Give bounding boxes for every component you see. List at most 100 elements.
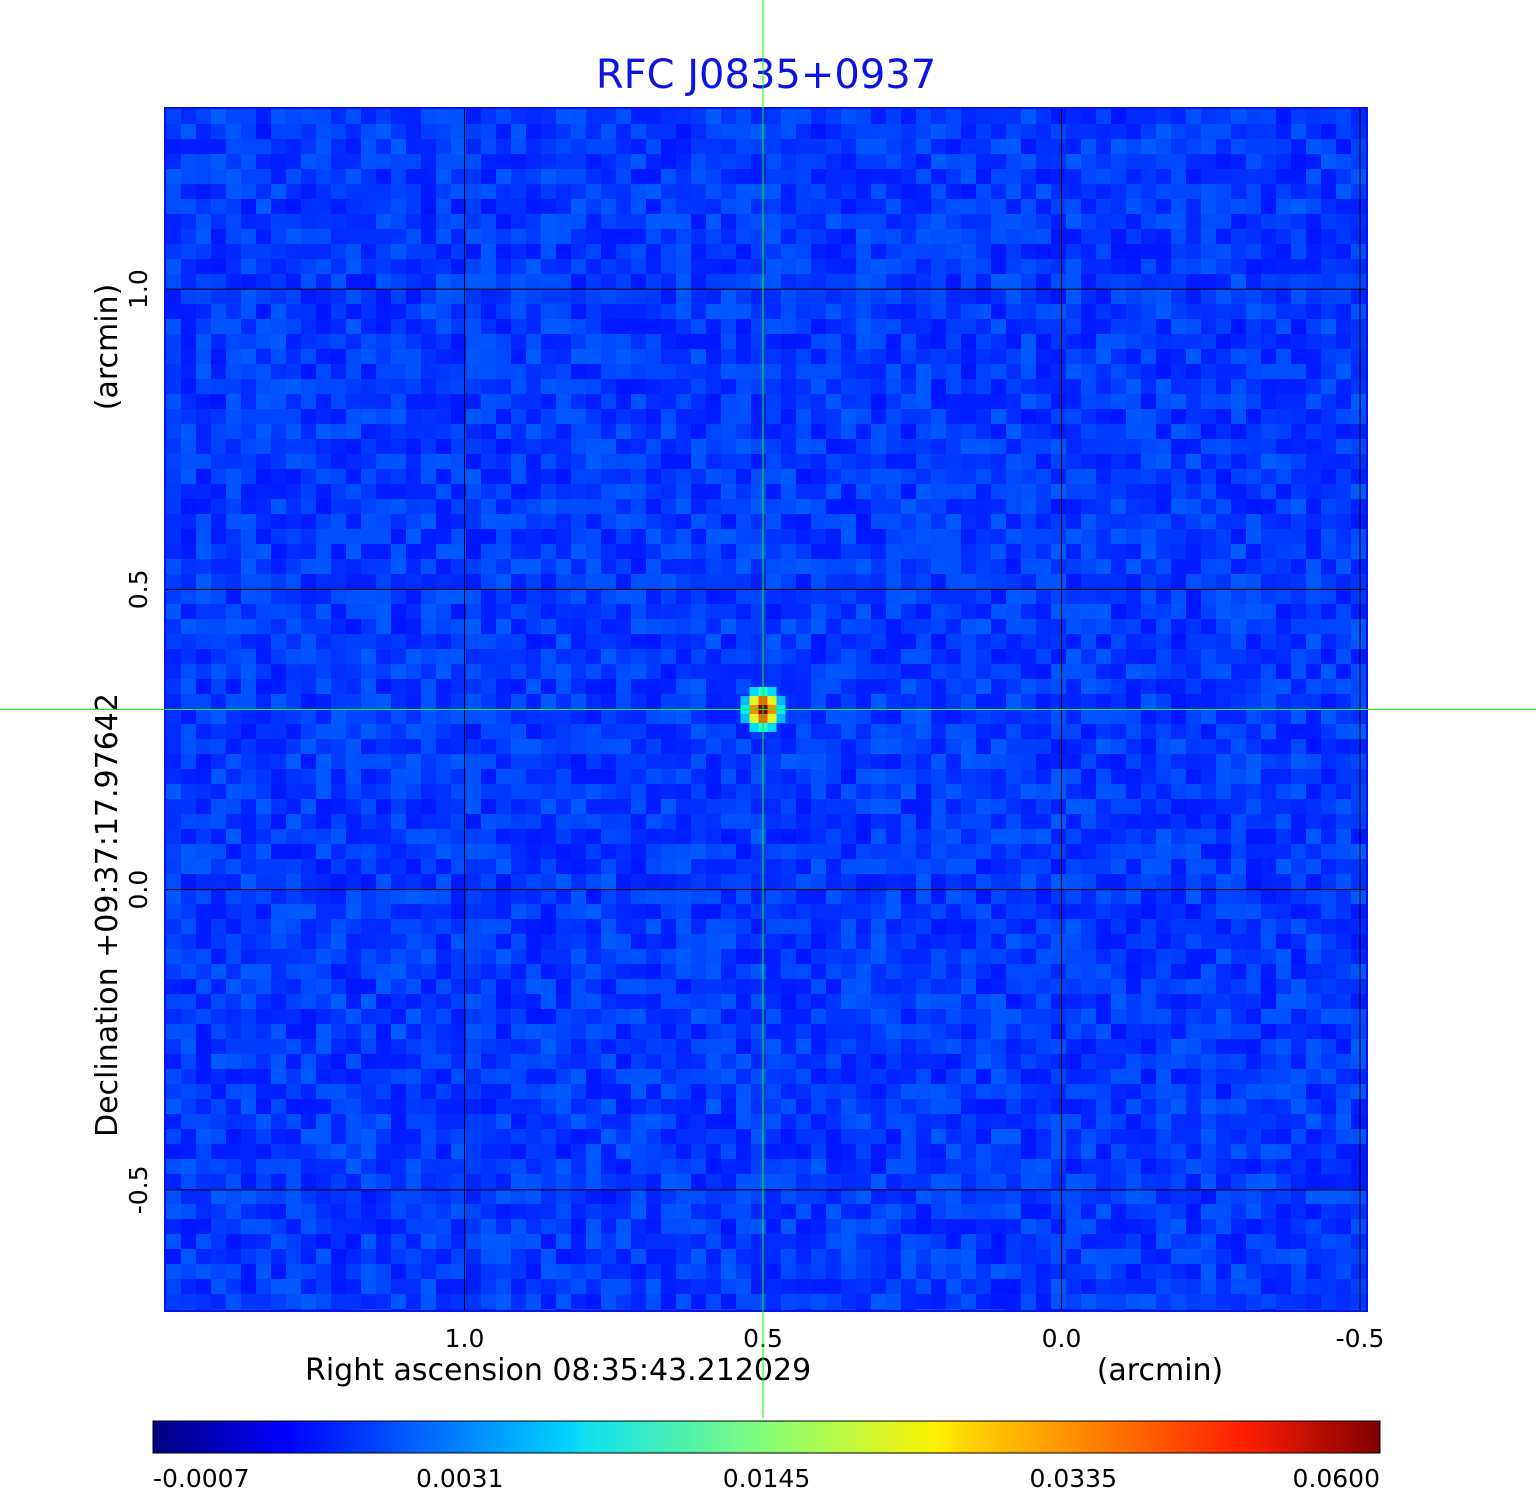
- heatmap-cell: [571, 694, 586, 709]
- heatmap-cell: [541, 244, 556, 259]
- heatmap-cell: [436, 784, 451, 799]
- heatmap-cell: [751, 634, 766, 649]
- heatmap-cell: [691, 259, 706, 274]
- heatmap-cell: [541, 529, 556, 544]
- heatmap-cell: [1216, 1009, 1231, 1024]
- heatmap-cell: [196, 874, 211, 889]
- heatmap-cell: [676, 1024, 691, 1039]
- heatmap-cell: [961, 964, 976, 979]
- heatmap-cell: [226, 889, 241, 904]
- heatmap-cell: [421, 214, 436, 229]
- heatmap-cell: [1246, 484, 1261, 499]
- heatmap-cell: [1351, 124, 1366, 139]
- heatmap-cell: [331, 844, 346, 859]
- heatmap-cell: [1306, 349, 1321, 364]
- heatmap-cell: [1231, 604, 1246, 619]
- heatmap-cell: [856, 304, 871, 319]
- heatmap-cell: [256, 259, 271, 274]
- heatmap-cell: [331, 934, 346, 949]
- heatmap-cell: [211, 184, 226, 199]
- heatmap-cell: [901, 649, 916, 664]
- heatmap-cell: [916, 214, 931, 229]
- heatmap-cell: [1261, 139, 1276, 154]
- heatmap-cell: [721, 349, 736, 364]
- heatmap-cell: [586, 619, 601, 634]
- heatmap-cell: [436, 979, 451, 994]
- heatmap-cell: [241, 544, 256, 559]
- heatmap-cell: [1276, 349, 1291, 364]
- heatmap-cell: [1216, 649, 1231, 664]
- heatmap-cell: [226, 739, 241, 754]
- heatmap-cell: [766, 244, 781, 259]
- heatmap-cell: [196, 334, 211, 349]
- heatmap-cell: [166, 349, 181, 364]
- heatmap-cell: [421, 1009, 436, 1024]
- heatmap-cell: [1306, 319, 1321, 334]
- heatmap-cell: [466, 394, 481, 409]
- heatmap-cell: [286, 424, 301, 439]
- heatmap-cell: [901, 829, 916, 844]
- heatmap-cell: [691, 544, 706, 559]
- heatmap-cell: [286, 169, 301, 184]
- heatmap-cell: [436, 694, 451, 709]
- heatmap-cell: [1036, 274, 1051, 289]
- heatmap-cell: [1351, 799, 1366, 814]
- heatmap-cell: [226, 274, 241, 289]
- heatmap-cell: [661, 409, 676, 424]
- heatmap-cell: [1216, 679, 1231, 694]
- heatmap-cell: [1156, 604, 1171, 619]
- heatmap-cell: [841, 199, 856, 214]
- heatmap-cell: [166, 739, 181, 754]
- heatmap-cell: [1261, 454, 1276, 469]
- heatmap-cell: [556, 904, 571, 919]
- heatmap-cell: [586, 199, 601, 214]
- heatmap-cell: [1096, 364, 1111, 379]
- heatmap-cell: [1171, 994, 1186, 1009]
- heatmap-cell: [736, 319, 751, 334]
- heatmap-cell: [1231, 409, 1246, 424]
- heatmap-cell: [766, 604, 781, 619]
- heatmap-cell: [481, 229, 496, 244]
- heatmap-cell: [1081, 244, 1096, 259]
- heatmap-cell: [1081, 664, 1096, 679]
- heatmap-cell: [931, 634, 946, 649]
- heatmap-cell: [451, 364, 466, 379]
- heatmap-cell: [166, 229, 181, 244]
- heatmap-cell: [301, 904, 316, 919]
- heatmap-cell: [1096, 814, 1111, 829]
- heatmap-cell: [346, 829, 361, 844]
- heatmap-cell: [571, 769, 586, 784]
- heatmap-cell: [391, 334, 406, 349]
- heatmap-cell: [601, 109, 616, 124]
- heatmap-cell: [391, 289, 406, 304]
- heatmap-cell: [796, 514, 811, 529]
- heatmap-cell: [781, 259, 796, 274]
- heatmap-cell: [856, 469, 871, 484]
- heatmap-cell: [826, 799, 841, 814]
- heatmap-cell: [1201, 964, 1216, 979]
- heatmap-cell: [646, 214, 661, 229]
- heatmap-cell: [376, 1024, 391, 1039]
- heatmap-cell: [1171, 769, 1186, 784]
- heatmap-cell: [511, 484, 526, 499]
- heatmap-cell: [286, 214, 301, 229]
- heatmap-cell: [1351, 589, 1366, 604]
- heatmap-cell: [1156, 739, 1171, 754]
- heatmap-cell: [571, 199, 586, 214]
- heatmap-cell: [1186, 544, 1201, 559]
- heatmap-cell: [1171, 814, 1186, 829]
- heatmap-cell: [991, 244, 1006, 259]
- heatmap-cell: [1186, 694, 1201, 709]
- heatmap-cell: [286, 439, 301, 454]
- heatmap-cell: [1171, 469, 1186, 484]
- heatmap-cell: [436, 964, 451, 979]
- heatmap-cell: [1246, 994, 1261, 1009]
- heatmap-cell: [316, 544, 331, 559]
- heatmap-cell: [646, 319, 661, 334]
- heatmap-cell: [466, 454, 481, 469]
- heatmap-cell: [811, 529, 826, 544]
- heatmap-cell: [511, 739, 526, 754]
- heatmap-cell: [601, 754, 616, 769]
- heatmap-cell: [256, 724, 271, 739]
- heatmap-cell: [871, 919, 886, 934]
